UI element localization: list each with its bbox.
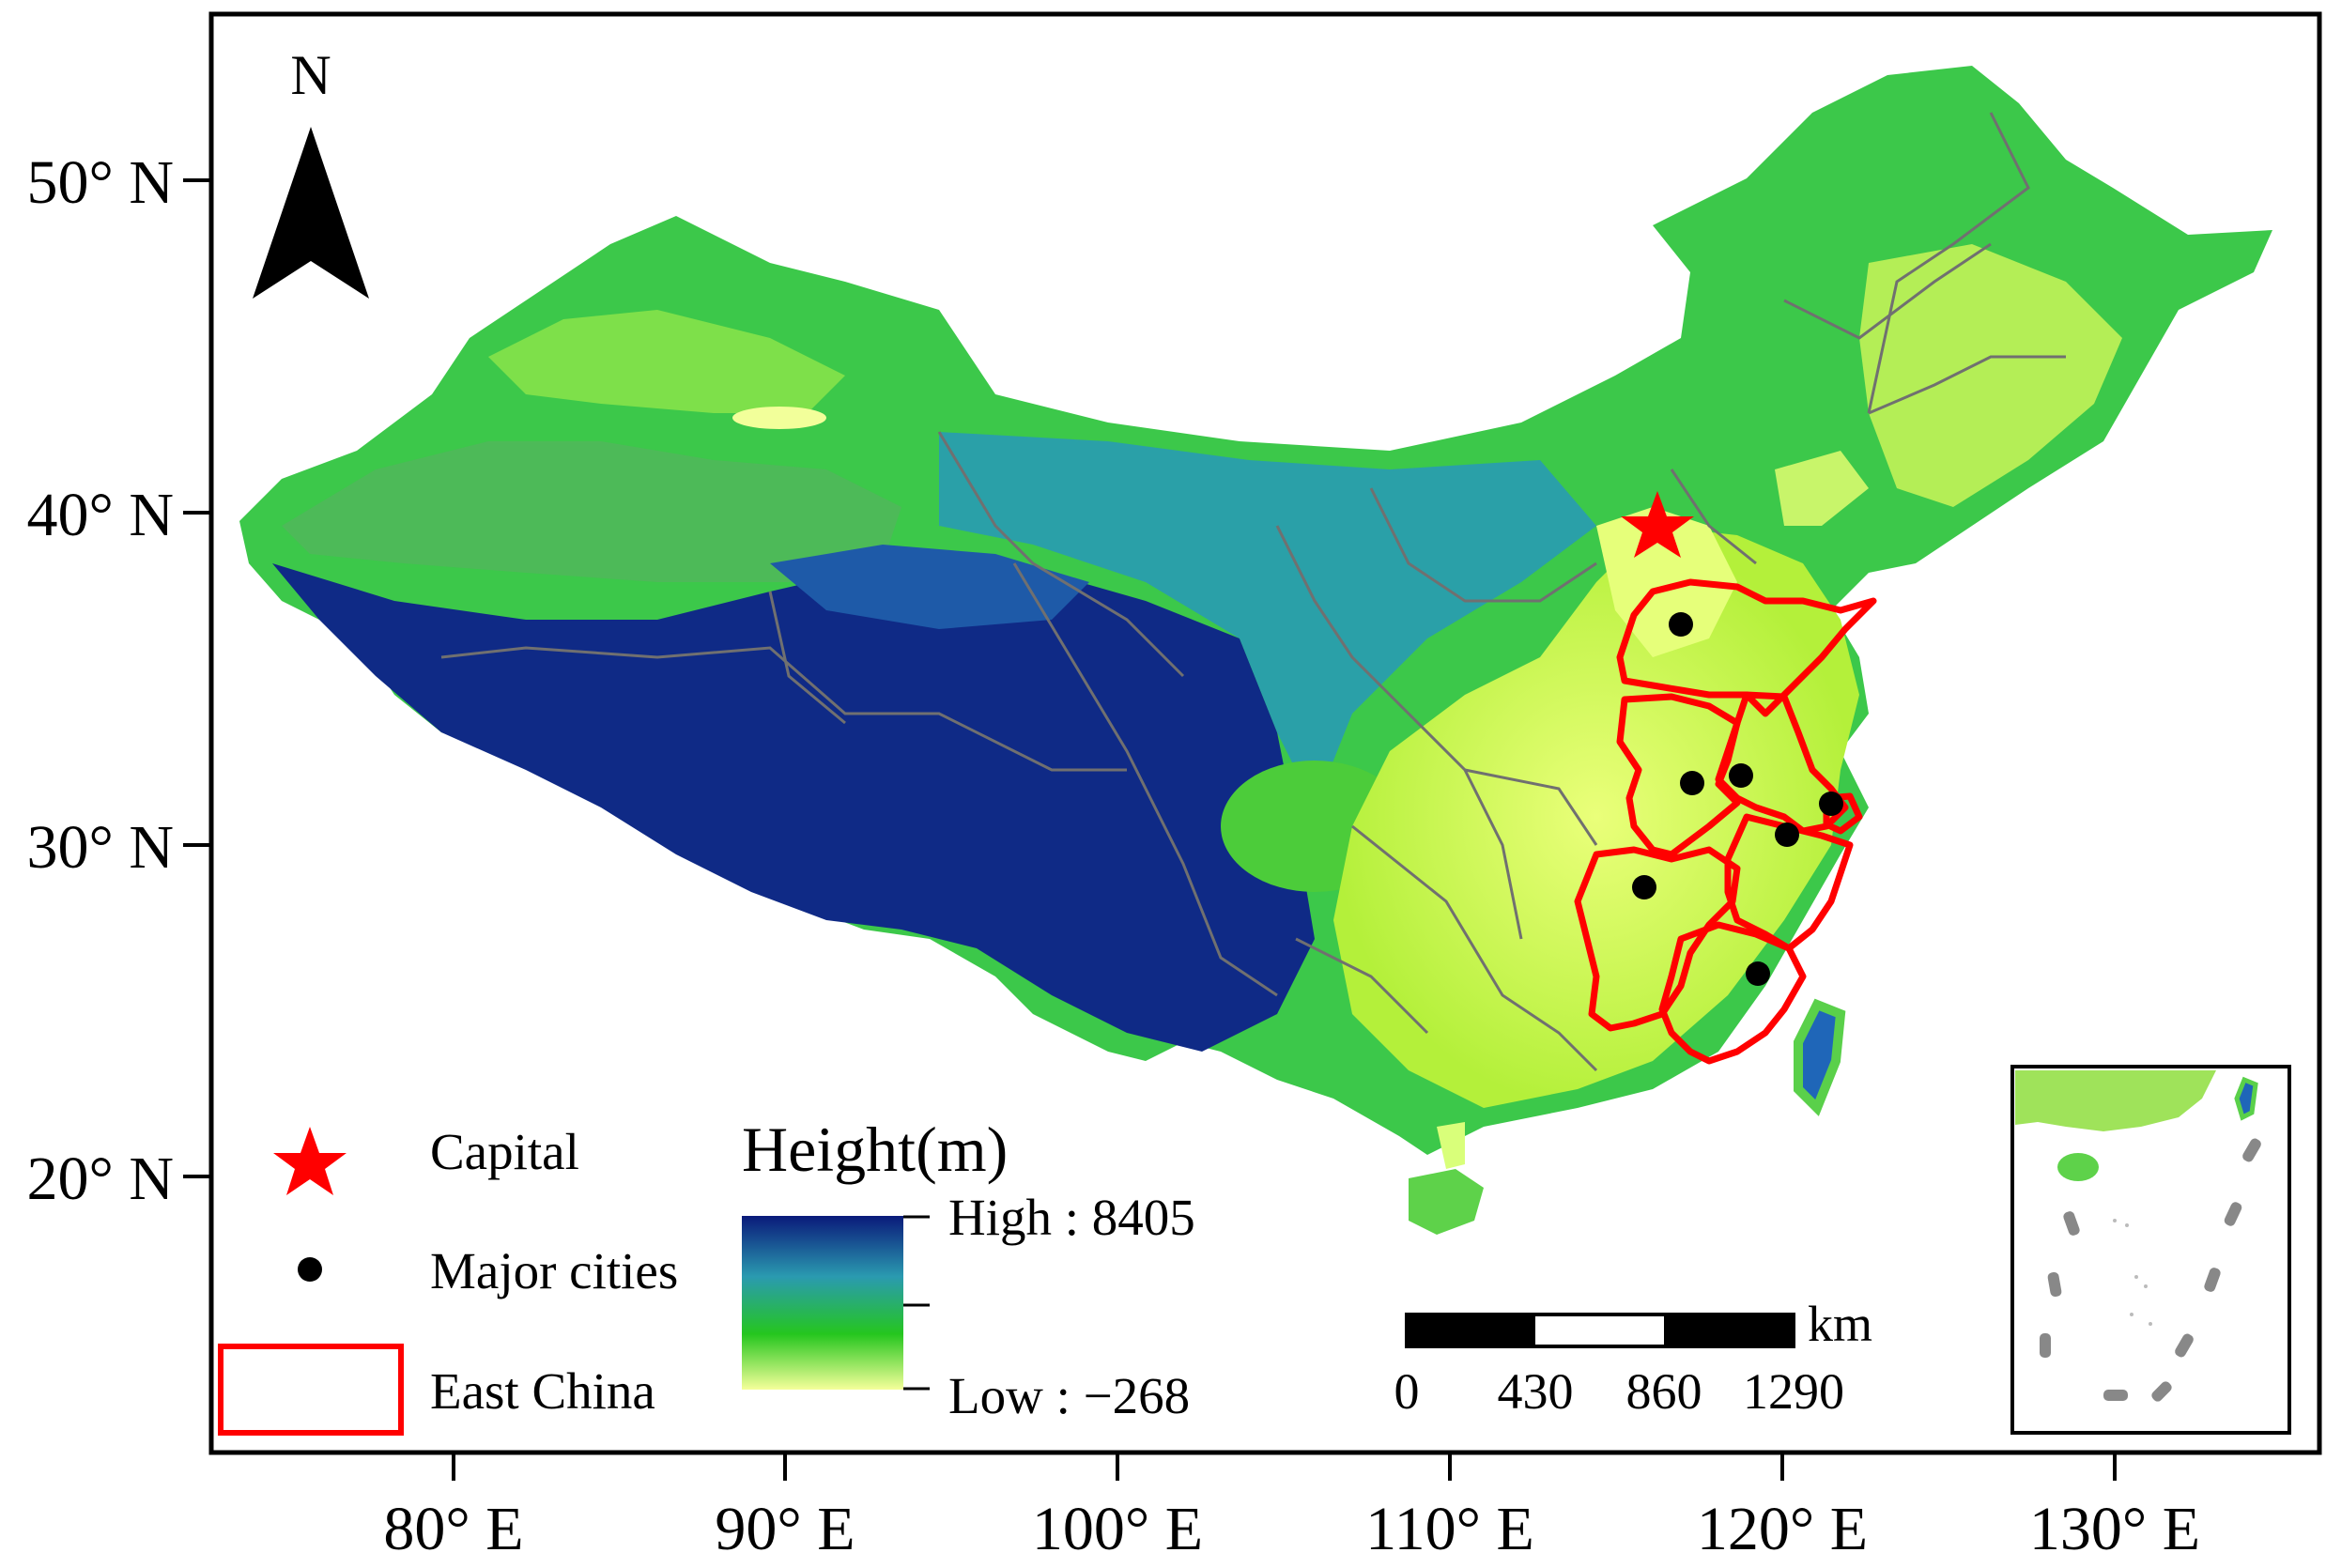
inset-hainan — [2057, 1153, 2099, 1181]
south-china-sea-inset — [2010, 1065, 2291, 1435]
lat-tick-label: 50° N — [26, 148, 174, 217]
inset-islands — [2113, 1219, 2152, 1326]
fujian-outline — [1658, 921, 1807, 1065]
shanghai-outline — [1823, 792, 1863, 835]
latitude-axis — [183, 178, 211, 1178]
province-boundaries — [440, 112, 2066, 1072]
city-dot — [1775, 822, 1799, 847]
lat-tick-label: 30° N — [26, 813, 174, 882]
zhejiang-outline — [1724, 813, 1854, 952]
legend-capital-star — [273, 1127, 347, 1195]
north-arrow: N — [253, 44, 369, 299]
inset-frame — [2010, 1065, 2291, 1435]
city-dot — [1669, 612, 1693, 637]
lon-tick-label: 110° E — [1365, 1495, 1534, 1563]
qaidam-basin — [770, 545, 1089, 629]
shandong-outline — [1616, 578, 1877, 717]
hainan-island — [1409, 1169, 1484, 1235]
city-dot — [1746, 961, 1770, 986]
city-dot — [1680, 771, 1704, 795]
turpan-low — [732, 407, 826, 429]
height-low-label: Low : −268 — [948, 1367, 1190, 1424]
lon-tick-label: 90° E — [715, 1495, 855, 1563]
east-china-region — [1574, 578, 1877, 1065]
north-label: N — [290, 44, 331, 106]
longitude-axis — [452, 1453, 2117, 1481]
city-dot — [1632, 875, 1656, 899]
central-highlands — [939, 432, 1596, 807]
lon-tick-label: 100° E — [1032, 1495, 1203, 1563]
symbol-legend: Capital Major cities East China — [218, 1123, 678, 1436]
lon-tick-label: 130° E — [2029, 1495, 2200, 1563]
anhui-outline — [1616, 693, 1741, 858]
city-dot — [1729, 763, 1753, 788]
eastern-lowlands — [1333, 526, 1859, 1108]
inset-mainland — [2015, 1070, 2216, 1131]
lon-tick-label: 80° E — [383, 1495, 523, 1563]
north-arrow-icon — [253, 127, 369, 299]
capital-star — [1621, 491, 1694, 558]
scale-label: 430 — [1498, 1363, 1574, 1420]
height-legend: Height(m) High : 8405 Low : −268 — [742, 1114, 1195, 1424]
lon-tick-label: 120° E — [1697, 1495, 1868, 1563]
dzungarian-basin — [488, 310, 845, 413]
liaodong-peninsula — [1775, 451, 1869, 526]
scale-bar: km 0 430 860 1290 — [1394, 1296, 1873, 1420]
tibetan-plateau — [272, 563, 1315, 1052]
scale-label: 0 — [1394, 1363, 1420, 1420]
china-landmass — [239, 66, 2272, 1235]
tarim-basin — [282, 441, 901, 582]
lat-tick-label: 40° N — [26, 481, 174, 549]
city-dot — [1819, 792, 1843, 816]
legend-cities-label: Major cities — [430, 1242, 678, 1299]
inset-taiwan — [2234, 1076, 2258, 1121]
scale-unit: km — [1808, 1296, 1872, 1352]
height-high-label: High : 8405 — [948, 1189, 1195, 1246]
northeast-plain — [1859, 244, 2122, 507]
height-legend-title: Height(m) — [742, 1114, 1008, 1185]
major-cities — [1632, 612, 1843, 986]
scale-label: 860 — [1626, 1363, 1702, 1420]
lat-tick-label: 20° N — [26, 1145, 174, 1213]
scale-label: 1290 — [1743, 1363, 1844, 1420]
height-color-ramp — [742, 1216, 903, 1390]
leizhou-peninsula — [1437, 1122, 1465, 1169]
taiwan-island — [1794, 998, 1846, 1116]
jiangxi-outline — [1574, 846, 1741, 1032]
legend-capital-label: Capital — [430, 1123, 579, 1180]
legend-east-china-label: East China — [430, 1362, 655, 1420]
legend-city-dot — [298, 1257, 322, 1282]
legend-east-china-box — [218, 1344, 404, 1436]
inset-nine-dash-line — [2040, 1138, 2261, 1402]
